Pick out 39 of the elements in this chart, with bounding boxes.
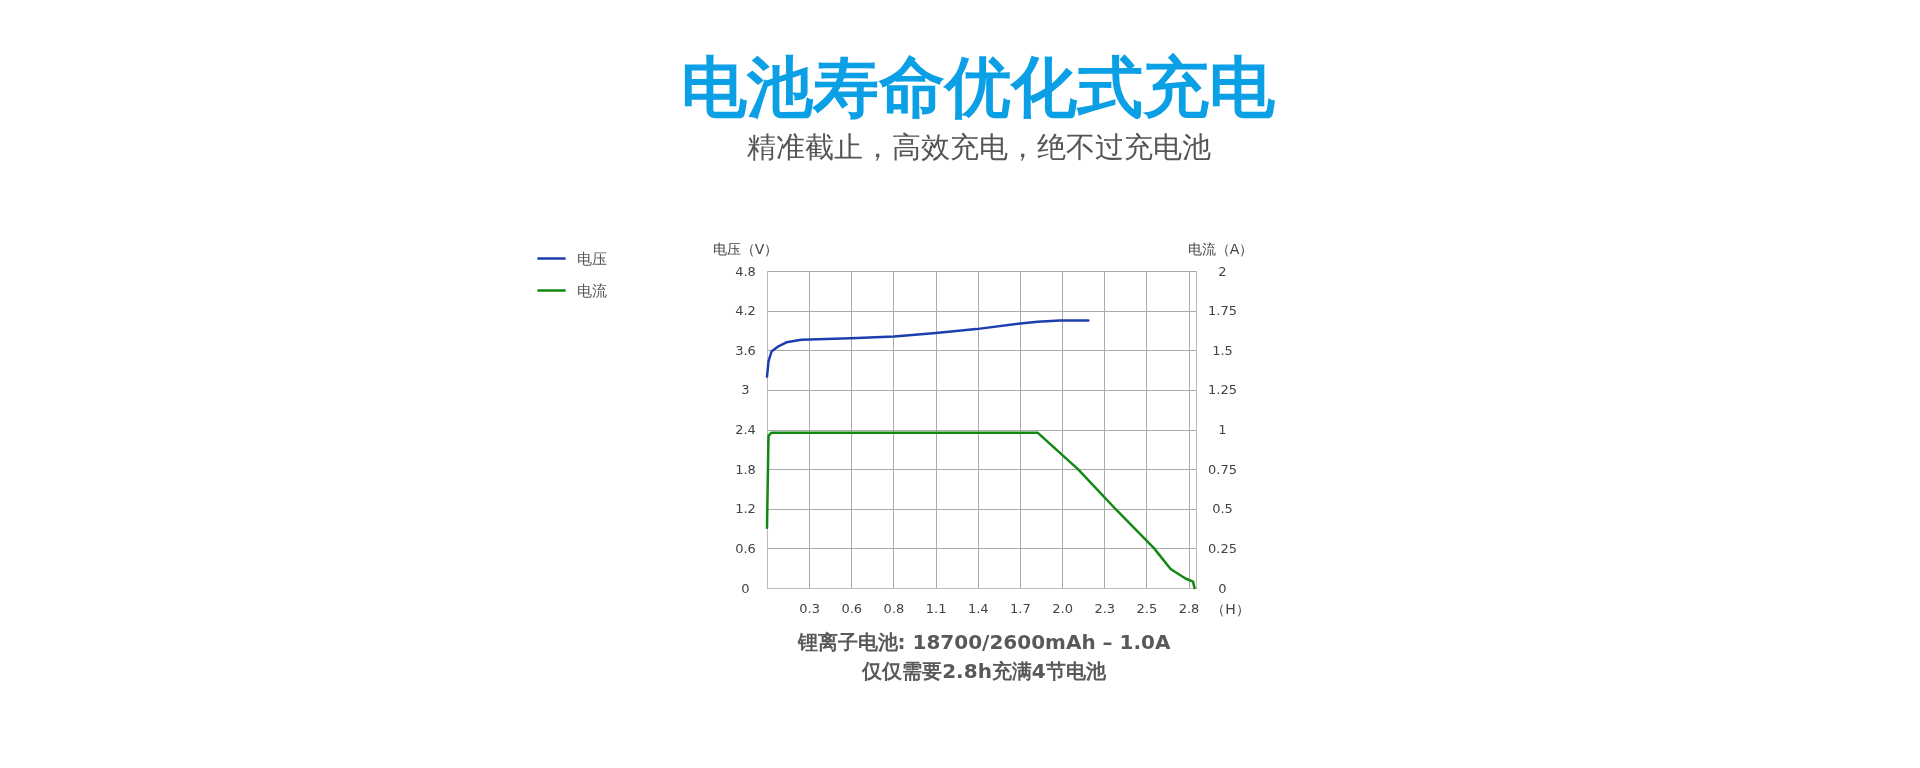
y2-tick-label: 1.25 — [1208, 382, 1237, 398]
x-tick-label: 2.5 — [1136, 600, 1158, 616]
x-tick-label: 0.6 — [841, 600, 863, 616]
y-axis-title: 电压（V） — [712, 240, 779, 257]
y-tick-label: 4.8 — [735, 263, 756, 279]
y-tick-label: 0 — [741, 580, 750, 596]
y-tick-label: 4.2 — [735, 303, 756, 319]
y2-tick-label: 0 — [1218, 580, 1227, 596]
y-tick-label: 1.8 — [735, 461, 756, 477]
y-tick-label: 1.2 — [735, 501, 756, 517]
y2-tick-label: 0.75 — [1208, 461, 1237, 477]
chart-title: 电池寿命优化式充电 — [680, 49, 1276, 126]
y-tick-label: 3 — [741, 382, 750, 398]
x-tick-label: 0.3 — [799, 600, 820, 616]
y-tick-label: 0.6 — [735, 540, 756, 556]
y2-tick-label: 2 — [1218, 263, 1227, 279]
x-tick-label: 1.1 — [925, 600, 947, 616]
y2-tick-label: 1 — [1218, 422, 1227, 437]
x-tick-label: 2.0 — [1052, 600, 1073, 616]
y2-tick-label: 1.75 — [1208, 303, 1237, 319]
x-tick-label: 0.8 — [883, 600, 905, 616]
chart-subtitle: 精准截止，高效充电，绝不过充电池 — [746, 129, 1212, 166]
y2-tick-label: 0.5 — [1212, 501, 1233, 517]
y-tick-label: 3.6 — [735, 342, 756, 358]
line-series — [765, 319, 1090, 378]
legend-label: 电压 — [577, 249, 607, 268]
line-series — [765, 431, 1196, 590]
x-tick-label: 2.8 — [1178, 600, 1200, 616]
text: 仅仅需要2.8h充满4节电池 — [861, 658, 1107, 685]
legend-label: 电流 — [577, 281, 607, 300]
text: 锂离子电池: 18700/2600mAh – 1.0A — [796, 629, 1172, 656]
y2-axis-title: 电流（A） — [1187, 240, 1254, 257]
x-tick-label: 1.4 — [967, 600, 989, 616]
y2-tick-label: 1.5 — [1212, 342, 1233, 358]
y-tick-label: 2.4 — [735, 422, 756, 437]
x-tick-label: 1.7 — [1010, 600, 1031, 616]
x-tick-label: 2.3 — [1094, 600, 1116, 616]
y2-tick-label: 0.25 — [1208, 540, 1237, 556]
x-axis-title: （H） — [1211, 600, 1250, 617]
